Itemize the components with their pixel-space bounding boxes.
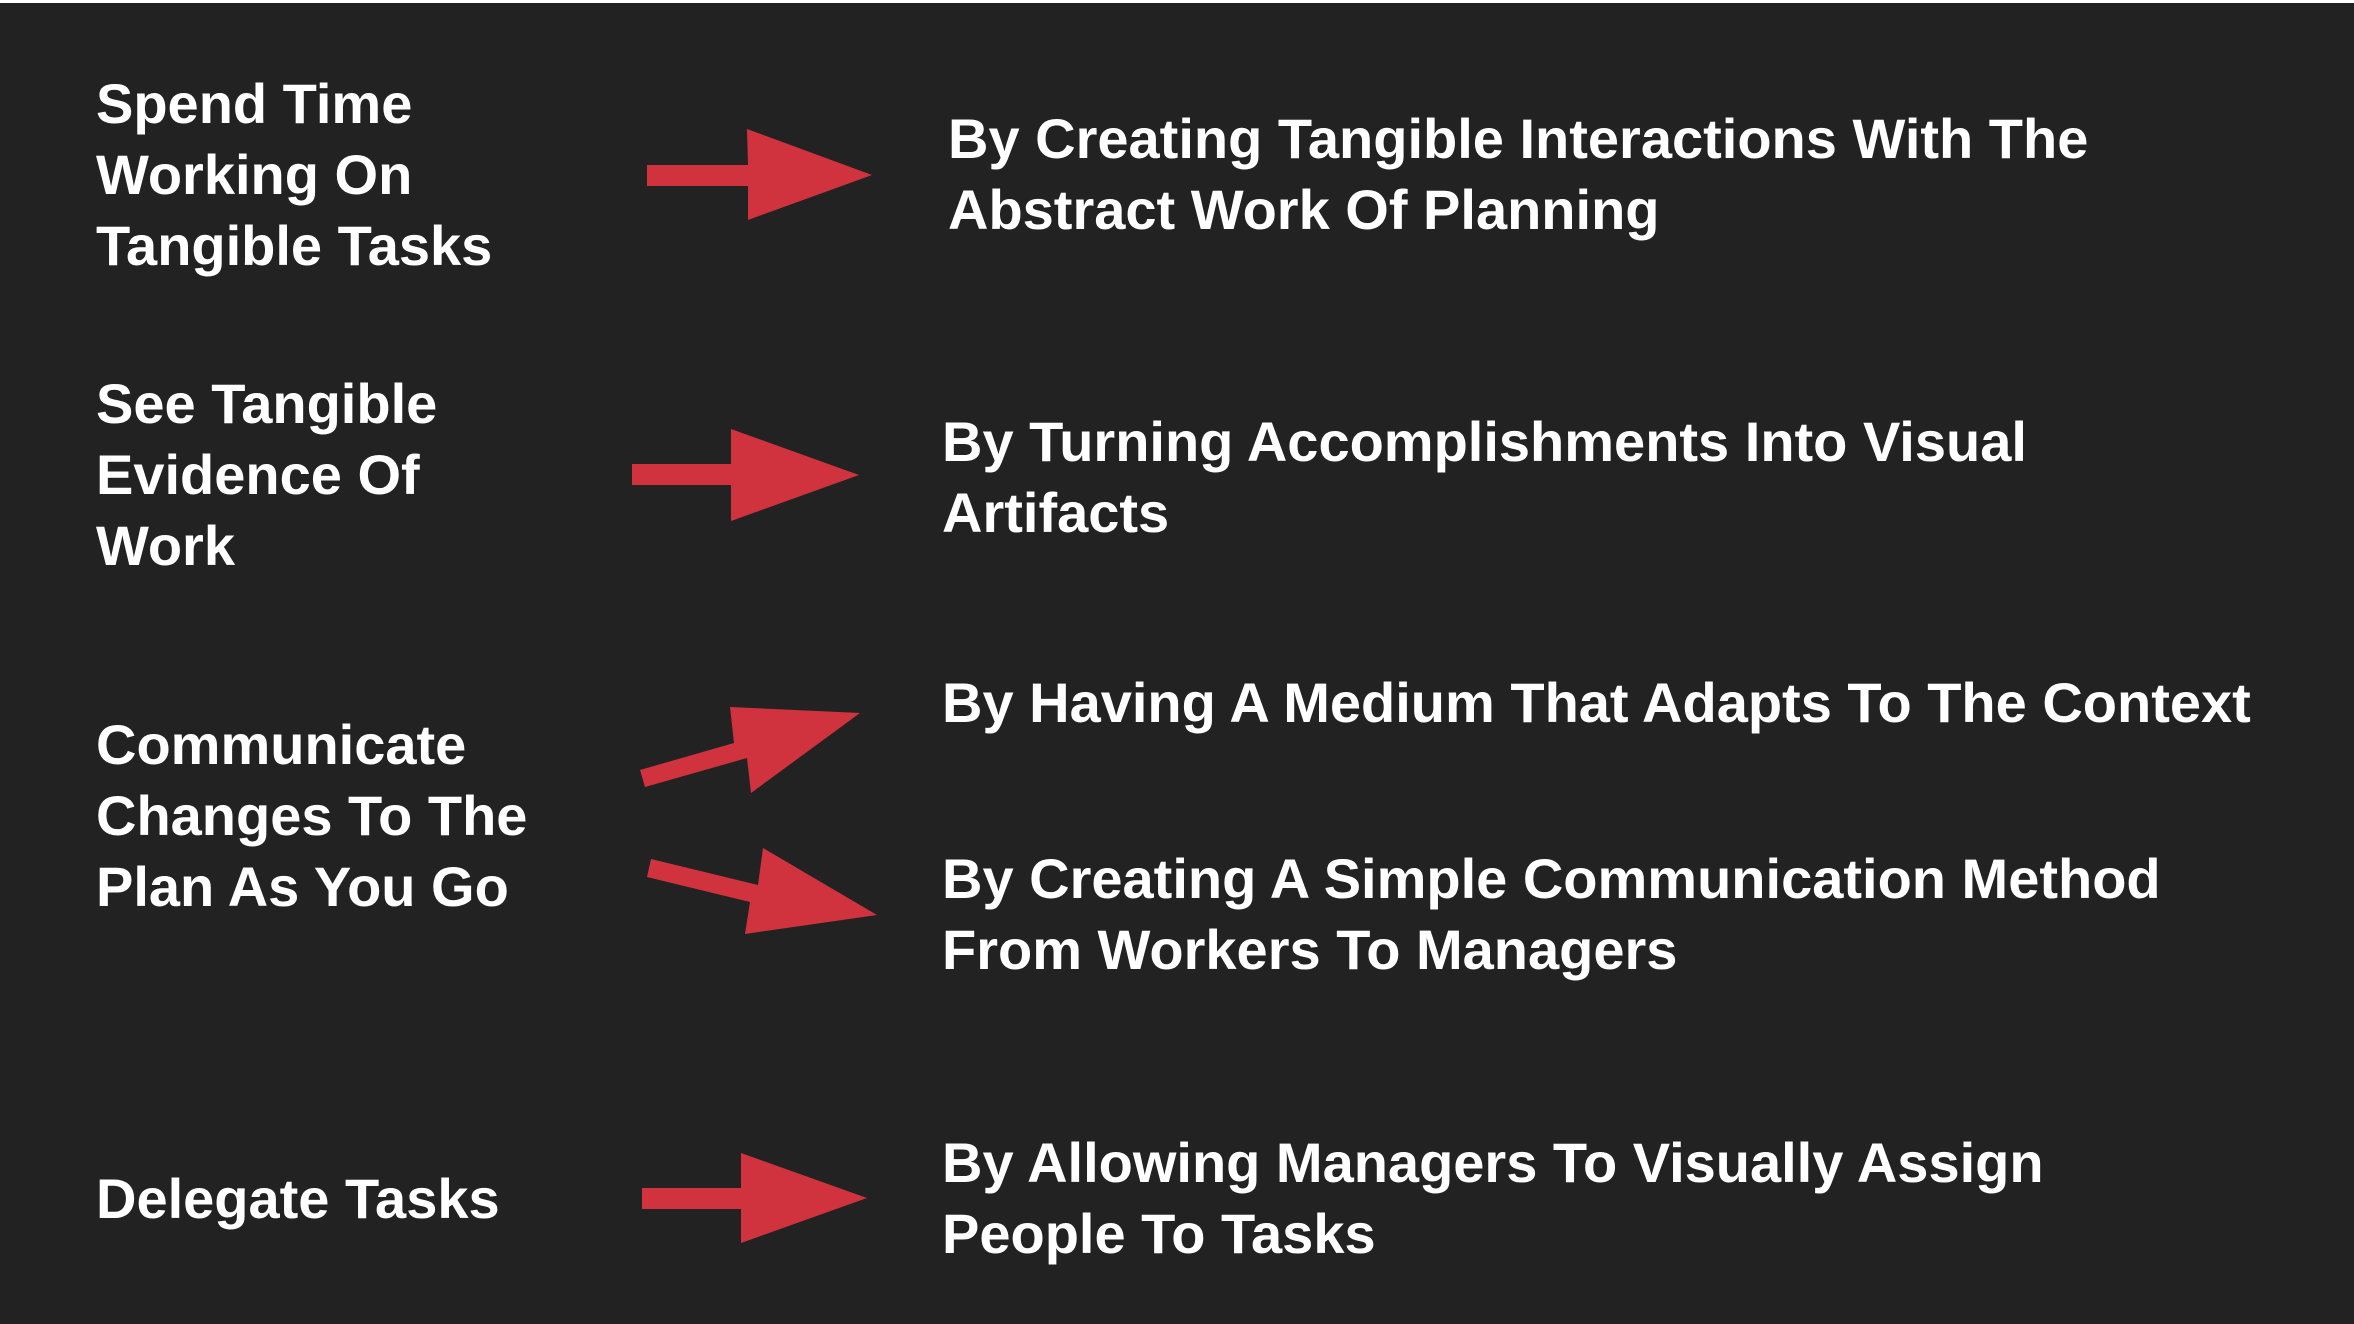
method-2-line: Artifacts [942,481,1170,544]
slide: Spend Time Working On Tangible Tasks See… [0,3,2354,1324]
method-5-line: People To Tasks [942,1202,1376,1265]
method-1-line: By Creating Tangible Interactions With T… [948,107,2089,170]
method-2-line: By Turning Accomplishments Into Visual [942,410,2027,473]
method-4-line: By Creating A Simple Communication Metho… [942,847,2161,910]
goal-3-line: Communicate [96,713,467,776]
method-3-line: By Having A Medium That Adapts To The Co… [942,671,2251,734]
goal-3-line: Changes To The [96,784,528,847]
goal-2: See Tangible Evidence Of Work [96,368,437,581]
method-5-line: By Allowing Managers To Visually Assign [942,1131,2044,1194]
goal-2-line: See Tangible [96,372,438,435]
goal-1-line: Spend Time [96,72,413,135]
method-3: By Having A Medium That Adapts To The Co… [942,667,2251,738]
method-1-line: Abstract Work Of Planning [948,178,1660,241]
arrows-layer [632,129,877,1243]
goal-3-line: Plan As You Go [96,855,509,918]
down-right-arrow-icon [647,848,877,934]
goal-3: Communicate Changes To The Plan As You G… [96,709,527,922]
goal-2-line: Work [96,514,235,577]
right-arrow-icon [647,129,872,220]
method-5: By Allowing Managers To Visually Assign … [942,1127,2044,1269]
right-arrow-icon [642,1153,867,1243]
method-2: By Turning Accomplishments Into Visual A… [942,406,2027,548]
right-arrow-icon [632,429,859,521]
goal-4: Delegate Tasks [96,1163,500,1234]
method-1: By Creating Tangible Interactions With T… [948,103,2088,245]
goal-1: Spend Time Working On Tangible Tasks [96,68,492,281]
method-4-line: From Workers To Managers [942,918,1678,981]
goal-2-line: Evidence Of [96,443,420,506]
method-4: By Creating A Simple Communication Metho… [942,843,2161,985]
goal-1-line: Working On [96,143,413,206]
goal-1-line: Tangible Tasks [96,214,493,277]
up-right-arrow-icon [640,707,860,793]
goal-4-line: Delegate Tasks [96,1167,500,1230]
